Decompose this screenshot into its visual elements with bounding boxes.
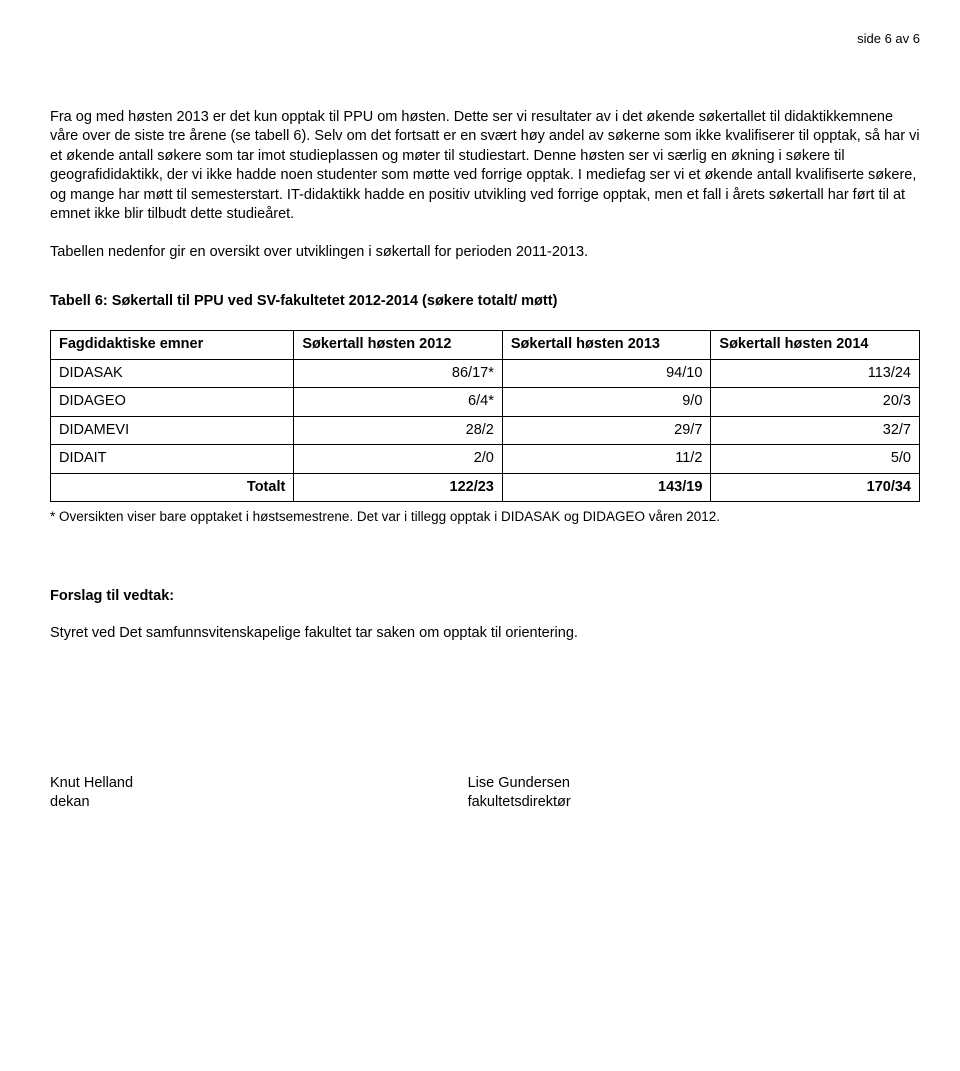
signer-title-left: dekan	[50, 793, 468, 813]
cell: DIDAGEO	[51, 388, 294, 417]
table-footnote: * Oversikten viser bare opptaket i høsts…	[50, 508, 920, 526]
cell: 2/0	[294, 445, 503, 474]
cell: 28/2	[294, 416, 503, 445]
cell: 20/3	[711, 388, 920, 417]
col-header: Søkertall høsten 2014	[711, 331, 920, 360]
signer-name-right: Lise Gundersen	[468, 774, 920, 794]
cell: 86/17*	[294, 359, 503, 388]
total-label: Totalt	[51, 473, 294, 502]
table-header-row: Fagdidaktiske emner Søkertall høsten 201…	[51, 331, 920, 360]
col-header: Fagdidaktiske emner	[51, 331, 294, 360]
proposal-heading: Forslag til vedtak:	[50, 587, 920, 607]
cell: 94/10	[502, 359, 711, 388]
proposal-text: Styret ved Det samfunnsvitenskapelige fa…	[50, 624, 920, 644]
total-cell: 143/19	[502, 473, 711, 502]
table-title: Tabell 6: Søkertall til PPU ved SV-fakul…	[50, 292, 920, 312]
paragraph-2: Tabellen nedenfor gir en oversikt over u…	[50, 243, 920, 263]
data-table: Fagdidaktiske emner Søkertall høsten 201…	[50, 330, 920, 502]
table-total-row: Totalt 122/23 143/19 170/34	[51, 473, 920, 502]
total-cell: 170/34	[711, 473, 920, 502]
signature-block: Knut Helland dekan Lise Gundersen fakult…	[50, 774, 920, 813]
cell: DIDASAK	[51, 359, 294, 388]
table-row: DIDASAK 86/17* 94/10 113/24	[51, 359, 920, 388]
signer-title-right: fakultetsdirektør	[468, 793, 920, 813]
total-cell: 122/23	[294, 473, 503, 502]
signer-name-left: Knut Helland	[50, 774, 468, 794]
cell: 29/7	[502, 416, 711, 445]
col-header: Søkertall høsten 2013	[502, 331, 711, 360]
cell: DIDAIT	[51, 445, 294, 474]
cell: 11/2	[502, 445, 711, 474]
table-row: DIDAGEO 6/4* 9/0 20/3	[51, 388, 920, 417]
page-number: side 6 av 6	[50, 30, 920, 48]
col-header: Søkertall høsten 2012	[294, 331, 503, 360]
paragraph-1: Fra og med høsten 2013 er det kun opptak…	[50, 108, 920, 225]
cell: 9/0	[502, 388, 711, 417]
cell: 6/4*	[294, 388, 503, 417]
table-row: DIDAMEVI 28/2 29/7 32/7	[51, 416, 920, 445]
cell: 32/7	[711, 416, 920, 445]
cell: 113/24	[711, 359, 920, 388]
cell: DIDAMEVI	[51, 416, 294, 445]
cell: 5/0	[711, 445, 920, 474]
table-row: DIDAIT 2/0 11/2 5/0	[51, 445, 920, 474]
